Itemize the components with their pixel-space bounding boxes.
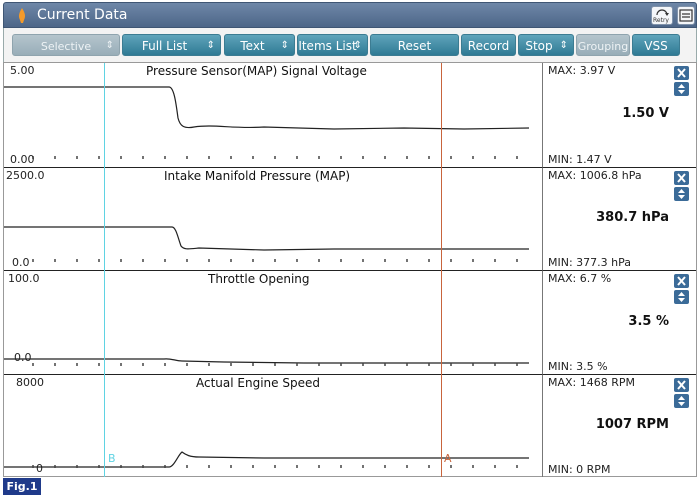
graph-throttle — [4, 358, 529, 366]
max-value: MAX: 1468 RPM — [548, 376, 636, 389]
retry-button[interactable]: Retry — [651, 6, 673, 25]
y-axis-max: 100.0 — [8, 272, 40, 285]
graph-panel-throttle[interactable]: Throttle Opening 100.0 0.0 — [4, 271, 542, 375]
graph-map-voltage — [4, 86, 530, 159]
updown-caret-icon: ⇕ — [280, 40, 289, 51]
full-list-select[interactable]: Full List ⇕ — [122, 34, 221, 56]
close-icon — [677, 276, 686, 286]
figure-label: Fig.1 — [3, 478, 41, 495]
record-button[interactable]: Record — [461, 34, 516, 56]
y-axis-min: 0 — [36, 462, 43, 475]
graph-title: Throttle Opening — [208, 272, 310, 286]
graph-panel-engine-speed[interactable]: Actual Engine Speed 8000 0 — [4, 375, 542, 477]
retry-label: Retry — [653, 17, 669, 24]
min-value: MIN: 0 RPM — [548, 463, 611, 476]
cursor-a-line[interactable] — [441, 63, 442, 477]
graph-title: Pressure Sensor(MAP) Signal Voltage — [146, 64, 367, 78]
y-axis-min: 0.0 — [14, 351, 32, 364]
full-list-label: Full List — [141, 39, 188, 53]
min-value: MIN: 1.47 V — [548, 153, 612, 166]
retry-icon — [656, 9, 669, 16]
stop-label: Stop — [525, 39, 553, 53]
current-value: 1.50 V — [622, 106, 669, 121]
cursor-b-line[interactable] — [104, 63, 105, 477]
updown-arrow-icon — [678, 292, 685, 302]
grouping-button[interactable]: Grouping — [576, 34, 630, 56]
min-value: MIN: 377.3 hPa — [548, 256, 632, 269]
remove-graph-button[interactable] — [674, 171, 689, 185]
y-axis-max: 8000 — [16, 376, 44, 389]
record-label: Record — [467, 39, 510, 53]
reset-minmax-button[interactable]: Reset Min.Max — [370, 34, 459, 75]
reorder-graph-button[interactable] — [674, 187, 689, 201]
y-axis-max: 2500.0 — [6, 169, 45, 182]
items-list-select[interactable]: Items List ⇕ — [297, 34, 368, 56]
y-axis-max: 5.00 — [10, 64, 35, 77]
flame-icon — [18, 8, 26, 23]
current-value: 1007 RPM — [595, 417, 669, 432]
close-icon — [677, 173, 686, 183]
vss-button[interactable]: VSS — [632, 34, 680, 56]
reorder-graph-button[interactable] — [674, 82, 689, 96]
graph-title: Actual Engine Speed — [196, 376, 320, 390]
value-panel-map: MAX: 1006.8 hPa 380.7 hPa MIN: 377.3 hPa — [542, 168, 696, 271]
menu-icon — [679, 9, 693, 22]
cursor-a-label: A — [444, 452, 452, 465]
menu-button[interactable] — [677, 6, 695, 25]
title-bar: Current Data Retry — [3, 2, 697, 28]
window-title: Current Data — [37, 7, 128, 23]
max-value: MAX: 1006.8 hPa — [548, 169, 642, 182]
value-panel-map-voltage: MAX: 3.97 V 1.50 V MIN: 1.47 V — [542, 63, 696, 168]
value-panel-engine-speed: MAX: 1468 RPM 1007 RPM MIN: 0 RPM — [542, 375, 696, 477]
vss-label: VSS — [644, 39, 668, 53]
updown-arrow-icon — [678, 84, 685, 94]
y-axis-min: 0.00 — [10, 153, 35, 166]
current-data-graphs: Pressure Sensor(MAP) Signal Voltage 5.00… — [3, 62, 697, 477]
graph-panel-map-voltage[interactable]: Pressure Sensor(MAP) Signal Voltage 5.00… — [4, 63, 542, 168]
text-label: Text — [240, 39, 265, 53]
max-value: MAX: 3.97 V — [548, 64, 616, 77]
max-value: MAX: 6.7 % — [548, 272, 612, 285]
remove-graph-button[interactable] — [674, 378, 689, 392]
remove-graph-button[interactable] — [674, 66, 689, 80]
reorder-graph-button[interactable] — [674, 290, 689, 304]
graph-title: Intake Manifold Pressure (MAP) — [164, 169, 351, 183]
updown-caret-icon: ⇕ — [105, 40, 114, 51]
grouping-label: Grouping — [577, 40, 629, 53]
updown-caret-icon: ⇕ — [206, 40, 215, 51]
current-value: 3.5 % — [628, 314, 669, 329]
close-icon — [677, 380, 686, 390]
remove-graph-button[interactable] — [674, 274, 689, 288]
graph-panel-map[interactable]: Intake Manifold Pressure (MAP) 2500.0 0.… — [4, 168, 542, 271]
updown-arrow-icon — [678, 396, 685, 406]
text-select[interactable]: Text ⇕ — [224, 34, 295, 56]
graph-map — [4, 226, 529, 262]
graph-engine-speed — [4, 451, 529, 468]
close-icon — [677, 68, 686, 78]
updown-caret-icon: ⇕ — [353, 40, 362, 51]
items-list-label: Items List — [298, 39, 357, 53]
cursor-b-label: B — [108, 452, 116, 465]
value-panel-throttle: MAX: 6.7 % 3.5 % MIN: 3.5 % — [542, 271, 696, 375]
selective-display-select[interactable]: Selective Display ⇕ — [12, 34, 120, 76]
toolbar: Selective Display ⇕ Full List ⇕ Text ⇕ I… — [3, 28, 697, 76]
current-value: 380.7 hPa — [596, 210, 669, 225]
min-value: MIN: 3.5 % — [548, 360, 608, 373]
updown-caret-icon: ⇕ — [559, 40, 568, 51]
stop-select[interactable]: Stop ⇕ — [518, 34, 574, 56]
reorder-graph-button[interactable] — [674, 394, 689, 408]
y-axis-min: 0.0 — [12, 256, 30, 269]
updown-arrow-icon — [678, 189, 685, 199]
